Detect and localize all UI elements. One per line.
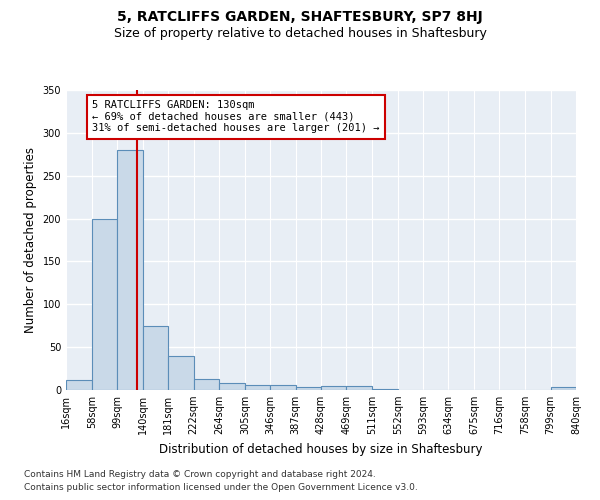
Bar — [66, 380, 92, 390]
Bar — [92, 218, 118, 390]
Bar — [321, 386, 346, 390]
Text: 5 RATCLIFFS GARDEN: 130sqm
← 69% of detached houses are smaller (443)
31% of sem: 5 RATCLIFFS GARDEN: 130sqm ← 69% of deta… — [92, 100, 379, 134]
Bar — [551, 388, 576, 390]
Bar — [270, 385, 296, 390]
Text: Size of property relative to detached houses in Shaftesbury: Size of property relative to detached ho… — [113, 28, 487, 40]
Bar — [296, 386, 321, 390]
Text: 5, RATCLIFFS GARDEN, SHAFTESBURY, SP7 8HJ: 5, RATCLIFFS GARDEN, SHAFTESBURY, SP7 8H… — [117, 10, 483, 24]
Bar — [118, 150, 143, 390]
Bar — [193, 379, 220, 390]
Text: Contains public sector information licensed under the Open Government Licence v3: Contains public sector information licen… — [24, 484, 418, 492]
Bar — [346, 386, 373, 390]
Bar — [143, 326, 168, 390]
Bar — [373, 389, 398, 390]
Y-axis label: Number of detached properties: Number of detached properties — [24, 147, 37, 333]
Bar — [245, 385, 270, 390]
Text: Contains HM Land Registry data © Crown copyright and database right 2024.: Contains HM Land Registry data © Crown c… — [24, 470, 376, 479]
Bar — [220, 383, 245, 390]
Text: Distribution of detached houses by size in Shaftesbury: Distribution of detached houses by size … — [159, 442, 483, 456]
Bar — [168, 356, 193, 390]
